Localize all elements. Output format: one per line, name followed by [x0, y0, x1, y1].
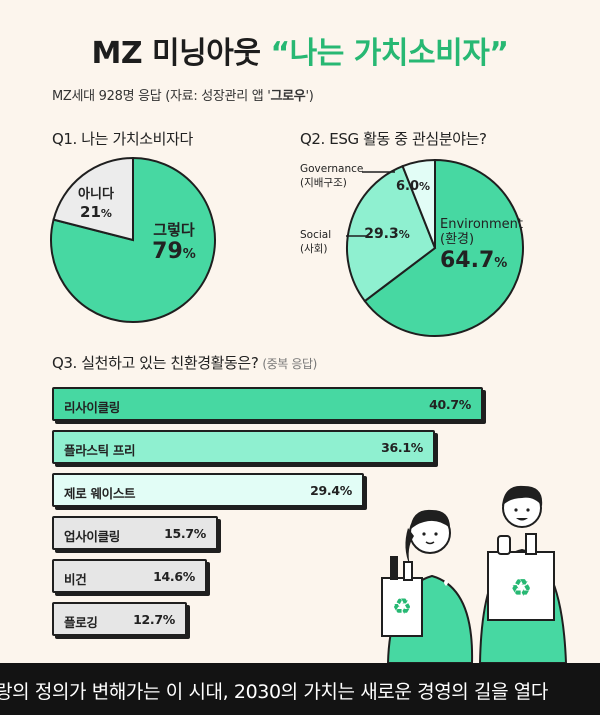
q3-bar-5: 플로깅 12.7%: [52, 602, 187, 636]
q1-no-value: 21: [80, 202, 101, 221]
q2-title: Q2. ESG 활동 중 관심분야는?: [300, 130, 487, 148]
q2-pie-chart: [346, 158, 524, 337]
q3-bar-value-3: 15.7%: [164, 526, 206, 541]
illustration-people: ♻ ♻: [381, 485, 568, 663]
q2-label-environment: Environment (환경) 64.7%: [440, 217, 524, 273]
q3-bar-4: 비건 14.6%: [52, 559, 207, 593]
subtitle-post: '): [305, 89, 314, 104]
svg-text:♻: ♻: [392, 595, 412, 620]
q3-title-text: Q3. 실천하고 있는 친환경활동은?: [52, 354, 259, 372]
q2-social-label: Social: [300, 229, 332, 241]
q3-bar-value-2: 29.4%: [310, 483, 352, 498]
q1-title: Q1. 나는 가치소비자다: [52, 130, 193, 148]
q2-slice-0: [363, 158, 524, 337]
q1-no-unit: %: [100, 206, 112, 220]
q2-annot-social: Social (사회): [300, 228, 331, 256]
subtitle-pre: MZ세대 928명 응답 (자료: 성장관리 앱 ': [52, 89, 271, 104]
q3-title: Q3. 실천하고 있는 친환경활동은? (중복 응답): [52, 352, 317, 373]
q2-gov-label: Governance: [300, 163, 364, 175]
q3-bar-value-5: 12.7%: [133, 612, 175, 627]
q2-social-sublabel: (사회): [300, 243, 328, 256]
q3-bar-value-0: 40.7%: [429, 397, 471, 412]
q3-bar-label-2: 제로 웨이스트: [64, 486, 136, 501]
q3-bar-label-1: 플라스틱 프리: [64, 443, 136, 458]
subtitle: MZ세대 928명 응답 (자료: 성장관리 앱 '그로우'): [52, 85, 314, 104]
title-quote: “나는 가치소비자”: [270, 36, 509, 71]
q3-bar-0: 리사이클링 40.7%: [52, 387, 483, 421]
q2-env-unit: %: [494, 255, 508, 271]
q1-pie-chart: [50, 156, 216, 323]
q2-env-label: Environment: [440, 217, 524, 232]
q1-yes-unit: %: [182, 247, 196, 263]
q2-env-value: 64.7: [440, 247, 495, 273]
q2-label-social: 29.3%: [362, 226, 412, 242]
q2-annot-governance: Governance (지배구조): [300, 162, 363, 190]
q1-slice-1: [52, 156, 134, 242]
page-title: MZ 미닝아웃 “나는 가치소비자”: [0, 28, 600, 72]
footer-text: 사랑의 정의가 변해가는 이 시대, 2030의 가치는 새로운 경영의 길을 …: [0, 681, 548, 703]
q1-no-text: 아니다: [78, 187, 114, 202]
q3-bar-2: 제로 웨이스트 29.4%: [52, 473, 364, 507]
q3-bar-3: 업사이클링 15.7%: [52, 516, 218, 550]
q1-label-yes: 그렇다 79%: [138, 221, 210, 265]
q1-yes-value: 79: [152, 239, 183, 265]
q2-slice-1: [346, 164, 437, 303]
subtitle-app: 그로우: [270, 89, 306, 104]
q3-bar-value-1: 36.1%: [381, 440, 423, 455]
svg-text:♻: ♻: [510, 574, 532, 602]
q3-bar-value-4: 14.6%: [153, 569, 195, 584]
footer-banner: 사랑의 정의가 변해가는 이 시대, 2030의 가치는 새로운 경영의 길을 …: [0, 663, 600, 715]
q3-bar-label-5: 플로깅: [64, 615, 98, 630]
q3-bar-label-0: 리사이클링: [64, 400, 121, 415]
q3-bar-label-4: 비건: [64, 572, 87, 587]
q1-yes-text: 그렇다: [153, 221, 195, 239]
q1-label-no: 아니다 21%: [66, 187, 126, 221]
q3-note: (중복 응답): [262, 357, 317, 371]
q3-bar-label-3: 업사이클링: [64, 529, 121, 544]
q2-gov-value: 6.0: [395, 179, 419, 194]
q2-gov-sublabel: (지배구조): [300, 177, 347, 190]
q2-gov-unit: %: [419, 180, 431, 193]
title-main: MZ 미닝아웃: [91, 36, 261, 71]
q3-bar-1: 플라스틱 프리 36.1%: [52, 430, 435, 464]
q2-social-value: 29.3: [364, 226, 399, 242]
woman-figure: ♻: [381, 509, 474, 663]
q2-social-unit: %: [398, 228, 410, 241]
q2-env-sublabel: (환경): [440, 231, 475, 247]
q2-label-governance: 6.0%: [388, 179, 438, 195]
q2-slice-2: [401, 158, 436, 249]
man-figure: ♻: [478, 485, 568, 663]
